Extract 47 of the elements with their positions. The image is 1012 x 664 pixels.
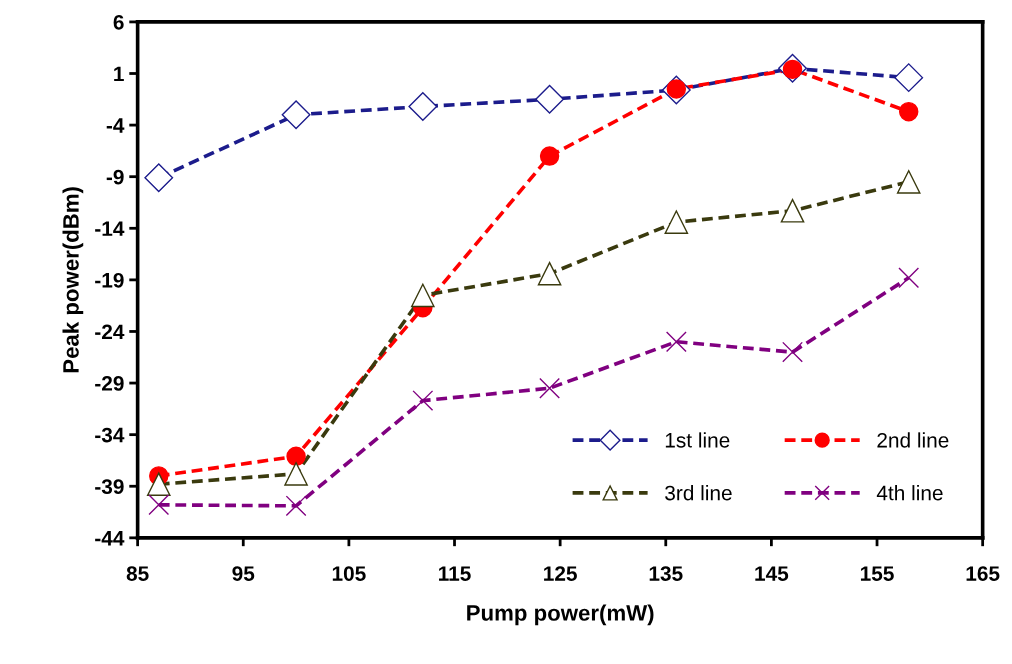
point <box>285 495 307 517</box>
point <box>780 198 805 223</box>
point <box>539 377 560 399</box>
y-tick-label: -44 <box>95 531 125 546</box>
x-tick-label: 85 <box>126 566 149 581</box>
legend-label: 4th line <box>876 485 943 501</box>
legend-label: 1st line <box>665 432 730 448</box>
point <box>664 210 689 234</box>
point <box>281 100 311 130</box>
point <box>411 283 435 308</box>
point <box>146 472 171 496</box>
point <box>408 92 438 121</box>
x-tick-label: 115 <box>439 566 471 581</box>
x-tick-label: 125 <box>544 566 577 581</box>
point <box>898 267 920 289</box>
point <box>894 63 924 93</box>
legend-label: 3rd line <box>665 485 732 501</box>
point <box>144 163 174 193</box>
y-tick-label: -39 <box>95 479 124 495</box>
y-tick-label: -9 <box>106 169 124 185</box>
x-tick-label: 105 <box>332 566 366 581</box>
point <box>665 331 687 353</box>
y-tick-label: -19 <box>95 272 124 288</box>
y-tick-label: -4 <box>106 118 125 133</box>
y-tick-label: 6 <box>113 14 124 30</box>
y-axis-title: Peak power(dBm) <box>62 187 84 373</box>
point <box>286 446 306 467</box>
legend-label: 2nd line <box>877 432 949 448</box>
x-tick-label: 155 <box>860 566 894 581</box>
y-tick-label: 1 <box>114 66 124 82</box>
point <box>782 341 803 363</box>
point <box>284 462 308 486</box>
y-tick-label: -24 <box>95 324 125 340</box>
y-tick-label: -29 <box>95 376 124 391</box>
x-tick-label: 135 <box>649 566 683 581</box>
x-axis-title: Pump power(mW) <box>467 604 654 626</box>
x-tick-label: 95 <box>232 566 255 581</box>
y-tick-label: -14 <box>95 221 125 236</box>
x-tick-label: 145 <box>755 566 789 581</box>
point <box>898 101 919 122</box>
point <box>537 261 562 286</box>
point <box>539 146 560 166</box>
point <box>412 390 434 412</box>
point <box>535 84 565 114</box>
y-tick-label: -34 <box>95 427 125 443</box>
point <box>148 494 170 516</box>
x-tick-label: 165 <box>966 566 1000 581</box>
